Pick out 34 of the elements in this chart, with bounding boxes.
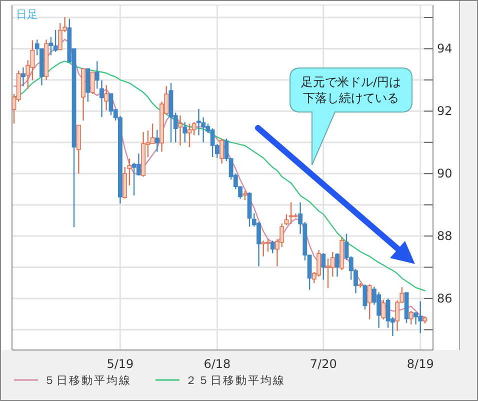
candlestick xyxy=(367,284,372,320)
y-tick-label: 88 xyxy=(437,229,452,244)
candlestick xyxy=(182,121,188,143)
y-tick-label: 94 xyxy=(437,42,452,56)
annotation: 足元で米ドル/円は下落し続けている xyxy=(300,75,402,105)
y-tick-label: 86 xyxy=(437,291,452,306)
candlestick xyxy=(321,252,326,280)
candlestick xyxy=(284,214,289,226)
candlestick xyxy=(381,299,386,320)
candlestick xyxy=(90,72,95,95)
x-tick-label: 7/20 xyxy=(310,357,337,371)
candlestick xyxy=(261,240,266,257)
legend-label: ５日移動平均線 xyxy=(44,374,132,387)
legend-label: ２５日移動平均線 xyxy=(186,374,286,387)
candlestick xyxy=(104,84,109,111)
candlestick xyxy=(330,251,335,278)
candlestick xyxy=(178,114,182,146)
candlestick xyxy=(362,284,368,310)
candlestick xyxy=(270,240,275,254)
x-tick-label: 5/19 xyxy=(106,357,134,371)
candlestick xyxy=(136,153,141,176)
chart-title: 日足 xyxy=(16,8,38,21)
candlestick xyxy=(408,310,414,325)
x-tick-label: 6/18 xyxy=(204,357,231,371)
x-tick-label: 8/19 xyxy=(406,357,434,371)
candlestick xyxy=(242,190,248,201)
candlestick xyxy=(86,68,90,102)
candlestick xyxy=(154,129,160,152)
candlestick xyxy=(21,66,26,87)
candlestick xyxy=(335,252,340,278)
y-tick-label: 92 xyxy=(437,104,452,118)
y-tick-label: 90 xyxy=(437,166,452,181)
candlestick xyxy=(220,138,224,164)
candlestick xyxy=(192,121,196,136)
